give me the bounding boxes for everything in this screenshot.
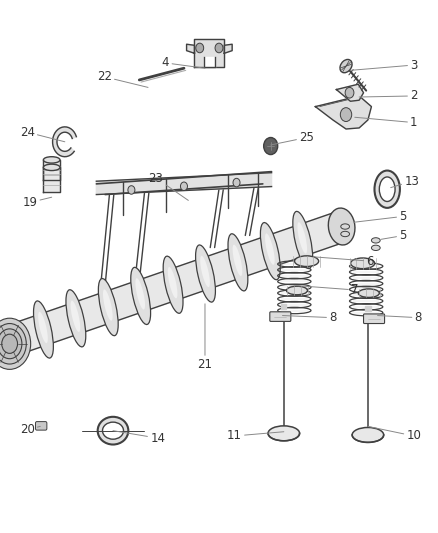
Ellipse shape [286, 286, 307, 295]
Ellipse shape [131, 268, 151, 325]
Text: 8: 8 [283, 311, 336, 324]
Ellipse shape [66, 290, 86, 347]
Ellipse shape [200, 256, 210, 287]
Polygon shape [336, 84, 364, 101]
Ellipse shape [168, 267, 177, 298]
Ellipse shape [374, 171, 400, 208]
Circle shape [0, 324, 26, 364]
Polygon shape [315, 96, 371, 129]
Polygon shape [43, 167, 60, 192]
Circle shape [345, 87, 354, 98]
Ellipse shape [102, 422, 124, 439]
Text: 13: 13 [391, 175, 419, 188]
Ellipse shape [341, 231, 350, 237]
Ellipse shape [371, 238, 380, 243]
Ellipse shape [379, 177, 395, 201]
FancyBboxPatch shape [364, 314, 385, 324]
Polygon shape [194, 39, 224, 67]
Ellipse shape [297, 222, 307, 254]
Polygon shape [14, 211, 345, 354]
Ellipse shape [233, 245, 242, 276]
Ellipse shape [340, 60, 352, 72]
Text: 22: 22 [97, 70, 148, 87]
Ellipse shape [358, 289, 379, 297]
Ellipse shape [350, 258, 375, 269]
Text: 21: 21 [198, 304, 212, 371]
Polygon shape [43, 160, 60, 180]
Ellipse shape [268, 426, 300, 441]
Polygon shape [96, 173, 272, 195]
Text: 10: 10 [368, 426, 421, 442]
FancyBboxPatch shape [270, 312, 291, 321]
Circle shape [264, 138, 278, 155]
Polygon shape [53, 127, 76, 157]
Text: 8: 8 [378, 311, 422, 324]
Ellipse shape [341, 224, 350, 229]
Circle shape [196, 43, 204, 53]
Polygon shape [281, 304, 286, 309]
Ellipse shape [328, 208, 355, 245]
Text: 20: 20 [20, 423, 40, 436]
Circle shape [128, 185, 135, 194]
Circle shape [340, 108, 352, 122]
Text: 5: 5 [354, 210, 406, 223]
Ellipse shape [135, 278, 145, 310]
FancyBboxPatch shape [35, 422, 47, 430]
Text: 11: 11 [227, 430, 284, 442]
Ellipse shape [103, 289, 113, 321]
Text: 4: 4 [162, 56, 205, 69]
Ellipse shape [352, 427, 384, 442]
Ellipse shape [265, 233, 275, 265]
Polygon shape [224, 44, 232, 53]
Text: 23: 23 [148, 172, 188, 200]
Ellipse shape [34, 301, 53, 358]
Ellipse shape [38, 312, 48, 343]
Ellipse shape [163, 256, 183, 313]
Text: 5: 5 [381, 229, 406, 242]
Ellipse shape [228, 234, 248, 291]
Text: 14: 14 [113, 431, 165, 445]
Circle shape [180, 182, 187, 191]
Text: 24: 24 [20, 126, 65, 142]
Text: 25: 25 [271, 131, 314, 145]
Text: 7: 7 [298, 284, 359, 296]
Text: 19: 19 [22, 196, 52, 209]
Ellipse shape [98, 417, 128, 445]
Text: 6: 6 [314, 255, 374, 268]
Ellipse shape [196, 245, 215, 302]
Text: 2: 2 [359, 90, 418, 102]
Circle shape [2, 334, 18, 353]
Ellipse shape [43, 157, 60, 163]
Circle shape [0, 329, 22, 359]
Ellipse shape [293, 212, 313, 269]
Ellipse shape [99, 279, 118, 336]
Text: 3: 3 [350, 59, 417, 71]
Polygon shape [365, 306, 371, 311]
Text: 1: 1 [355, 116, 418, 129]
Polygon shape [187, 44, 194, 53]
Circle shape [0, 318, 31, 369]
Ellipse shape [261, 223, 280, 280]
Circle shape [215, 43, 223, 53]
Circle shape [233, 179, 240, 187]
Ellipse shape [371, 245, 380, 251]
Ellipse shape [294, 256, 318, 266]
Ellipse shape [71, 301, 80, 332]
Ellipse shape [43, 164, 60, 171]
Polygon shape [204, 57, 215, 67]
